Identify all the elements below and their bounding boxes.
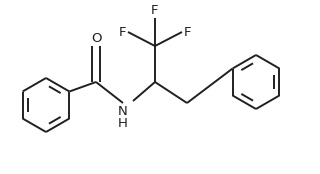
Text: F: F — [118, 26, 126, 38]
Text: O: O — [91, 32, 101, 45]
Text: N
H: N H — [118, 105, 128, 130]
Text: F: F — [151, 4, 159, 17]
Text: F: F — [184, 26, 191, 38]
